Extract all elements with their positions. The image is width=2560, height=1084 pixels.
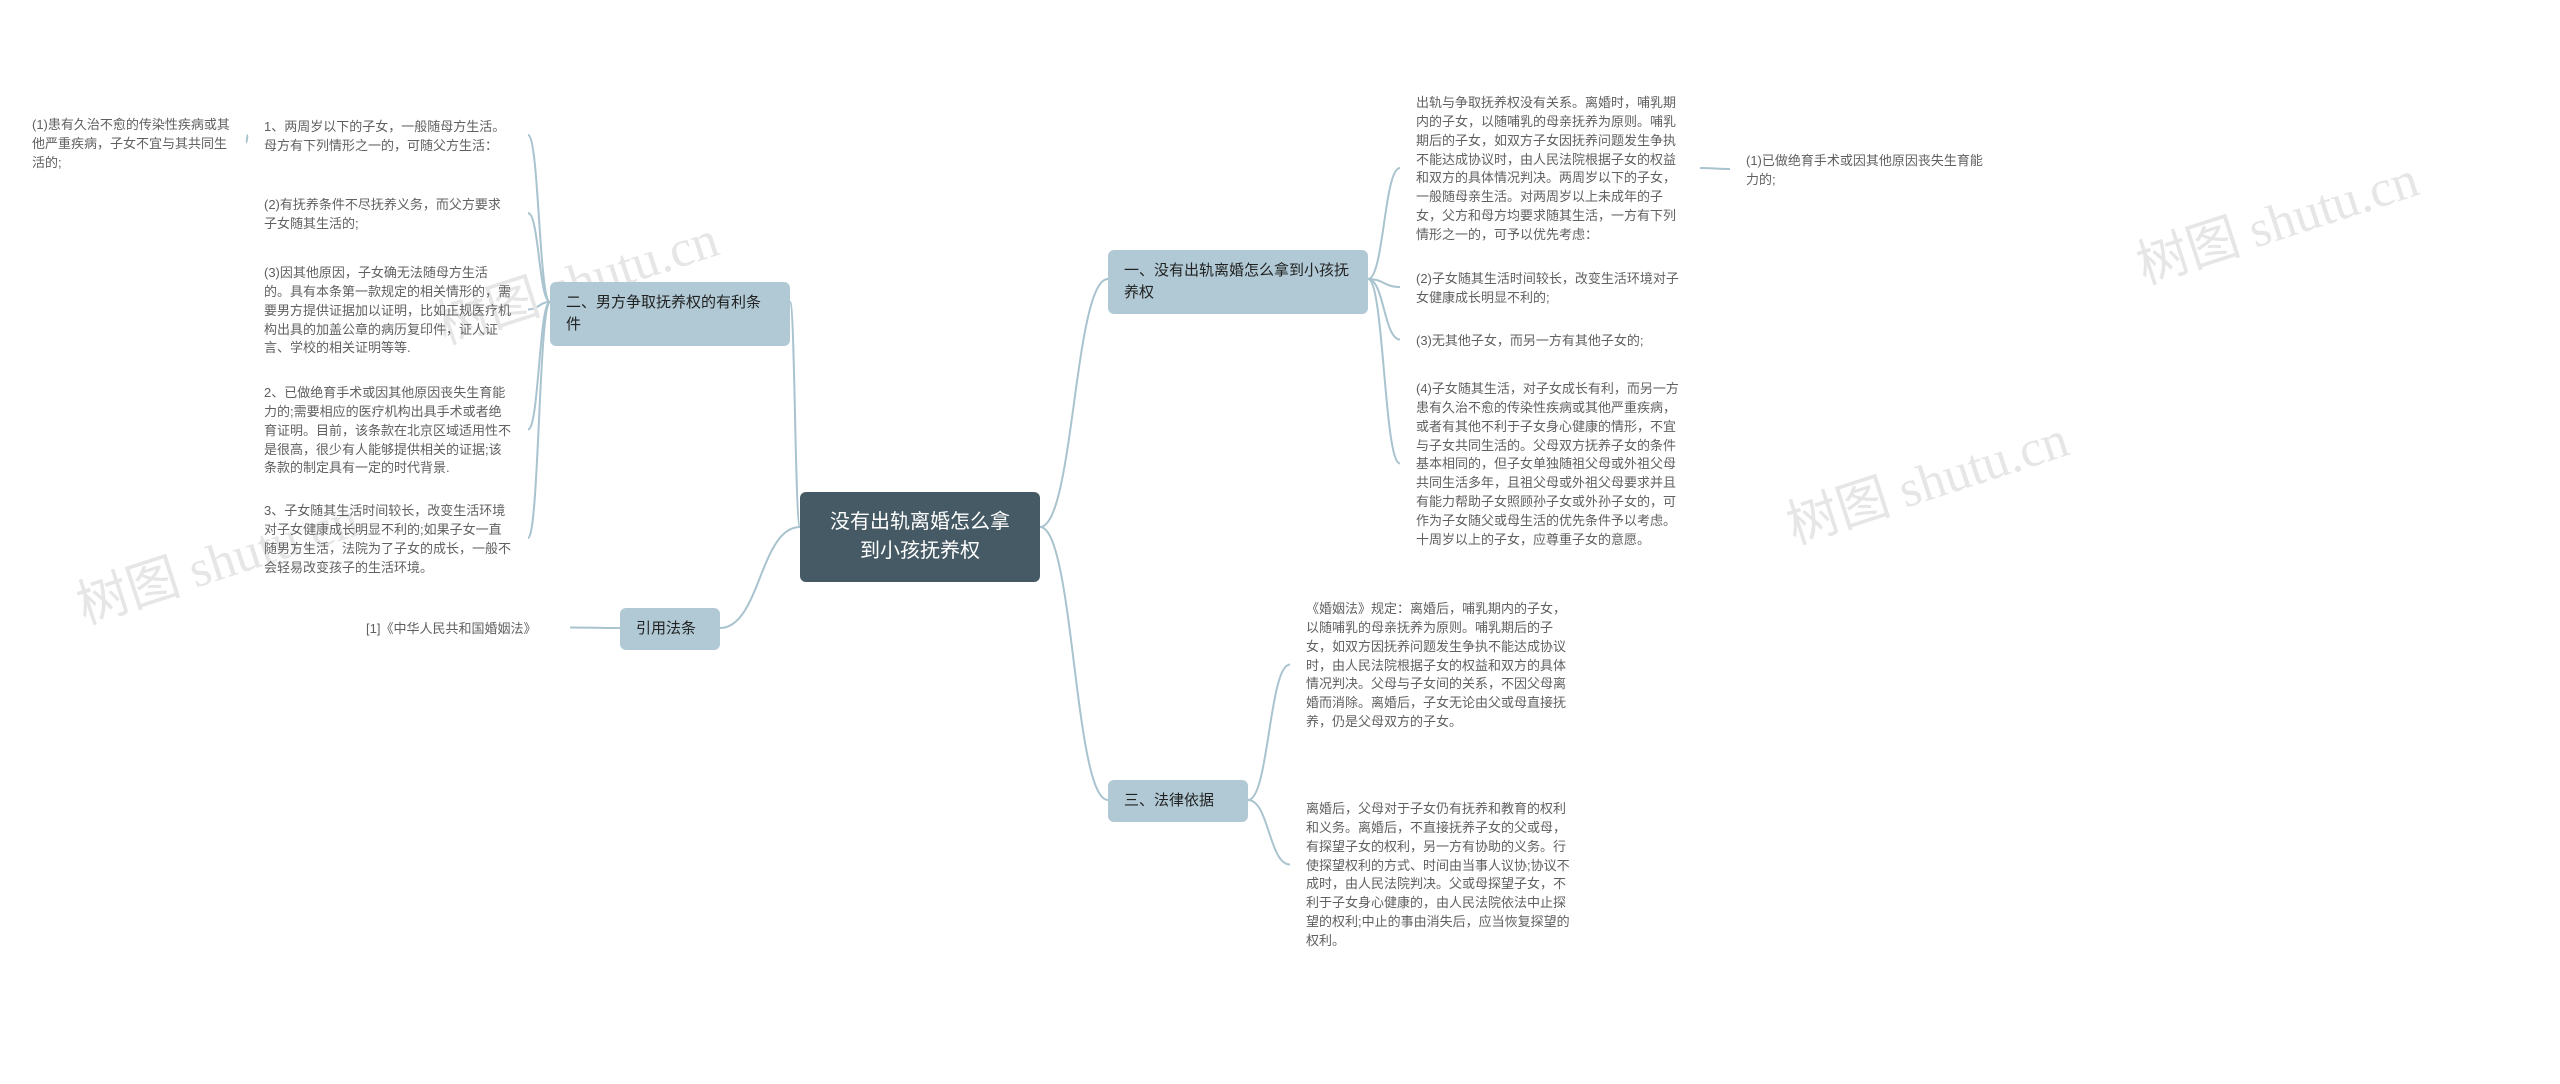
leaf-node: (3)因其他原因，子女确无法随母方生活的。具有本条第一款规定的相关情形的，需要男… (248, 254, 528, 368)
center-label: 没有出轨离婚怎么拿到小孩抚养权 (830, 511, 1010, 562)
leaf-node: (1)患有久治不愈的传染性疾病或其他严重疾病，子女不宜与其共同生活的; (16, 106, 246, 183)
leaf-node: 《婚姻法》规定：离婚后，哺乳期内的子女，以随哺乳的母亲抚养为原则。哺乳期后的子女… (1290, 590, 1590, 742)
leaf-node: 2、已做绝育手术或因其他原因丧失生育能力的;需要相应的医疗机构出具手术或者绝育证… (248, 374, 528, 488)
branch-node: 二、男方争取抚养权的有利条件 (550, 282, 790, 346)
branch-node: 引用法条 (620, 608, 720, 650)
leaf-node: [1]《中华人民共和国婚姻法》 (350, 610, 570, 649)
center-node: 没有出轨离婚怎么拿到小孩抚养权 (800, 492, 1040, 582)
branch-node: 三、法律依据 (1108, 780, 1248, 822)
leaf-node: (3)无其他子女，而另一方有其他子女的; (1400, 322, 1700, 361)
leaf-node: 离婚后，父母对于子女仍有抚养和教育的权利和义务。离婚后，不直接抚养子女的父或母，… (1290, 790, 1590, 961)
leaf-node: (4)子女随其生活，对子女成长有利，而另一方患有久治不愈的传染性疾病或其他严重疾… (1400, 370, 1700, 560)
leaf-node: (2)子女随其生活时间较长，改变生活环境对子女健康成长明显不利的; (1400, 260, 1700, 318)
watermark: 树图 shutu.cn (1776, 397, 2077, 558)
leaf-node: 3、子女随其生活时间较长，改变生活环境对子女健康成长明显不利的;如果子女一直随男… (248, 492, 528, 587)
leaf-node: 出轨与争取抚养权没有关系。离婚时，哺乳期内的子女，以随哺乳的母亲抚养为原则。哺乳… (1400, 84, 1700, 255)
branch-node: 一、没有出轨离婚怎么拿到小孩抚养权 (1108, 250, 1368, 314)
leaf-node: (1)已做绝育手术或因其他原因丧失生育能力的; (1730, 142, 2010, 200)
watermark: 树图 shutu.cn (2126, 137, 2427, 298)
leaf-node: (2)有抚养条件不尽抚养义务，而父方要求子女随其生活的; (248, 186, 528, 244)
leaf-node: 1、两周岁以下的子女，一般随母方生活。母方有下列情形之一的，可随父方生活： (248, 108, 528, 166)
